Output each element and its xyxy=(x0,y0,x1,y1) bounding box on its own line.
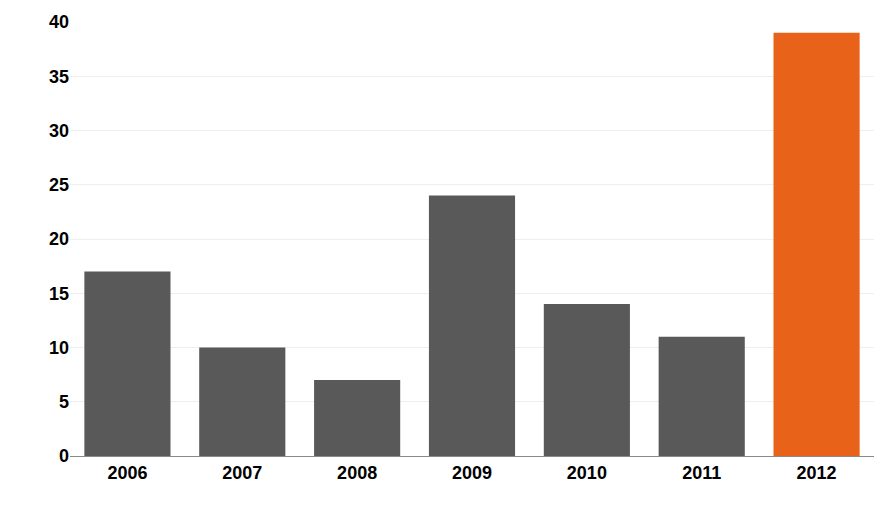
svg-text:2006: 2006 xyxy=(107,463,147,483)
svg-text:35: 35 xyxy=(49,67,69,87)
svg-text:30: 30 xyxy=(49,121,69,141)
svg-text:25: 25 xyxy=(49,175,69,195)
svg-text:2008: 2008 xyxy=(337,463,377,483)
svg-text:5: 5 xyxy=(59,392,69,412)
svg-text:15: 15 xyxy=(49,284,69,304)
svg-text:0: 0 xyxy=(59,446,69,466)
svg-text:2011: 2011 xyxy=(682,463,721,483)
svg-text:2012: 2012 xyxy=(797,463,837,483)
svg-text:20: 20 xyxy=(49,229,69,249)
svg-text:10: 10 xyxy=(49,338,69,358)
svg-text:2009: 2009 xyxy=(452,463,492,483)
svg-text:40: 40 xyxy=(49,12,69,32)
svg-text:2010: 2010 xyxy=(567,463,607,483)
svg-text:2007: 2007 xyxy=(222,463,262,483)
